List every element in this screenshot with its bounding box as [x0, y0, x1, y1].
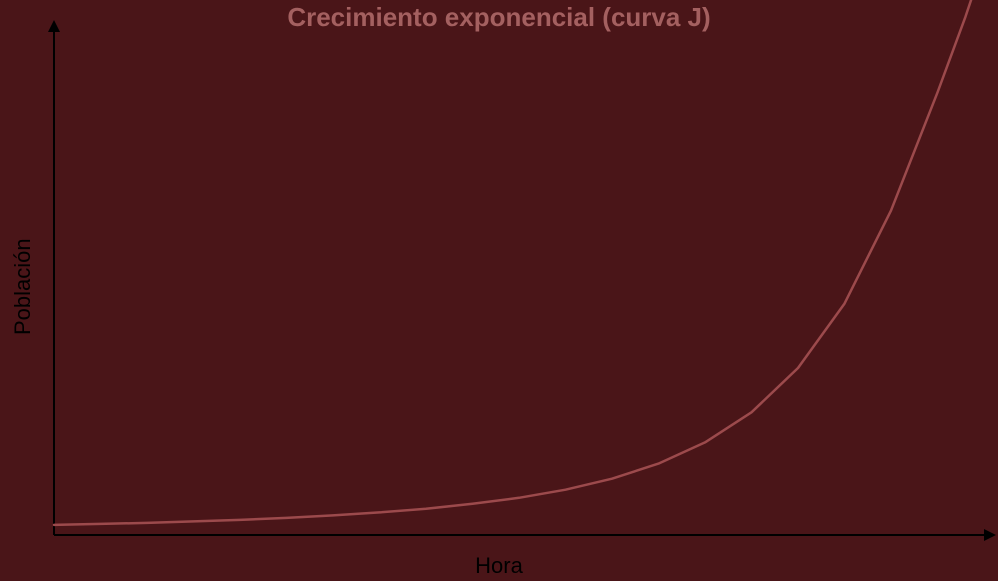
x-axis-label: Hora — [0, 553, 998, 579]
chart-canvas — [0, 0, 998, 581]
exponential-growth-chart: Crecimiento exponencial (curva J) Poblac… — [0, 0, 998, 581]
y-axis-label: Población — [10, 238, 36, 335]
chart-title: Crecimiento exponencial (curva J) — [0, 2, 998, 33]
